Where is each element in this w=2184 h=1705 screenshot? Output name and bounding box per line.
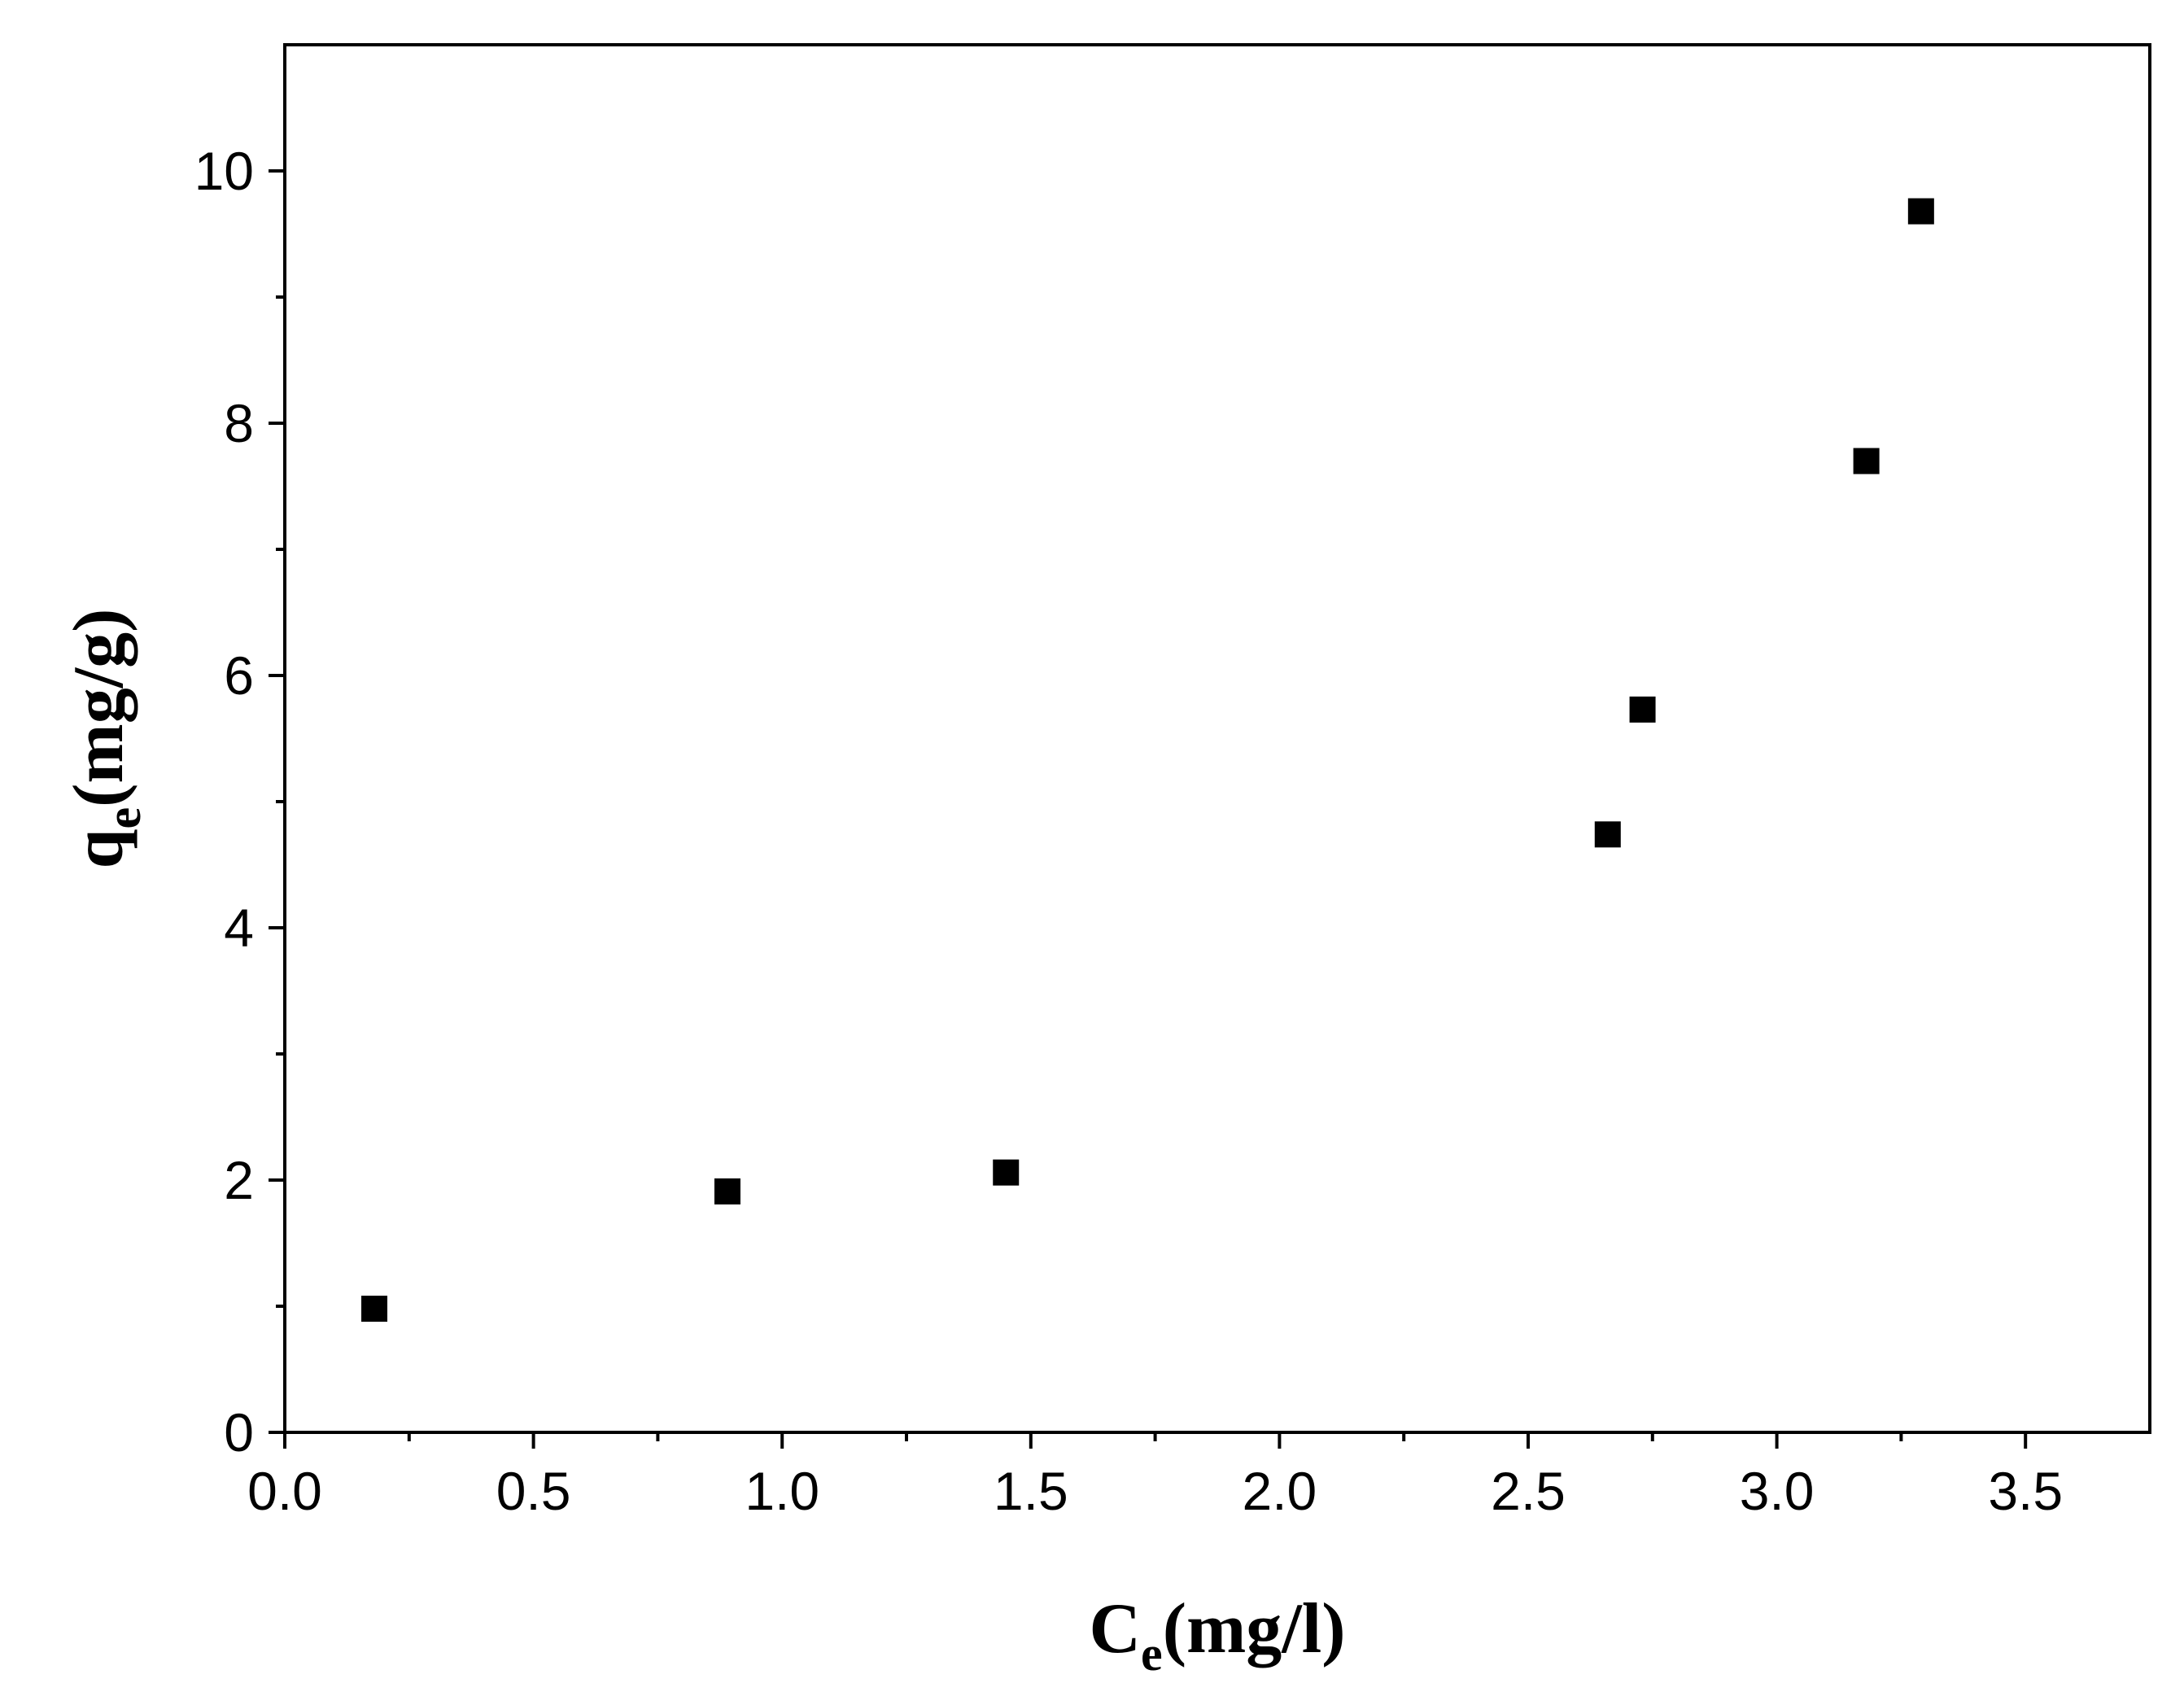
axes: 0.0 0.5 1.0 1.5 2.0 2.5 3.0 3.5 0 2 4 6 8 10 [194,43,2151,1521]
y-tick-label: 8 [224,393,254,453]
x-tick-label: 1.0 [745,1461,819,1521]
x-tick-label: 2.0 [1243,1461,1317,1521]
data-point [1853,448,1880,474]
y-axis-title-main: q [59,828,138,868]
data-point [1907,198,1934,225]
x-axis-title-unit: (mg/l) [1163,1589,1346,1668]
data-point [714,1178,740,1204]
axis-labels: Ce(mg/l) qe(mg/g) [59,609,1346,1681]
y-tick-label: 6 [224,645,254,706]
x-axis-title-main: C [1089,1589,1141,1668]
plot-frame [283,43,2151,1434]
x-tick-label: 3.0 [1740,1461,1815,1521]
x-tick-label: 3.5 [1988,1461,2063,1521]
x-axis-title-subscript: e [1141,1627,1163,1681]
x-tick-label: 1.5 [994,1461,1068,1521]
x-tick-label: 0.5 [496,1461,571,1521]
y-tick-label: 4 [224,898,254,958]
y-tick-label: 0 [224,1402,254,1462]
y-tick-label: 10 [194,141,254,201]
data-points [361,198,1934,1322]
y-axis-title-subscript: e [97,807,151,829]
y-axis-title-unit: (mg/g) [59,609,138,807]
y-tick-label: 2 [224,1150,254,1210]
x-tick-label: 0.0 [247,1461,322,1521]
data-point [993,1159,1020,1186]
data-point [361,1296,388,1322]
data-point [1594,821,1621,848]
x-axis-title: Ce(mg/l) [1089,1589,1345,1681]
x-tick-label: 2.5 [1491,1461,1566,1521]
data-point [1629,696,1656,723]
y-axis-title: qe(mg/g) [59,609,151,869]
